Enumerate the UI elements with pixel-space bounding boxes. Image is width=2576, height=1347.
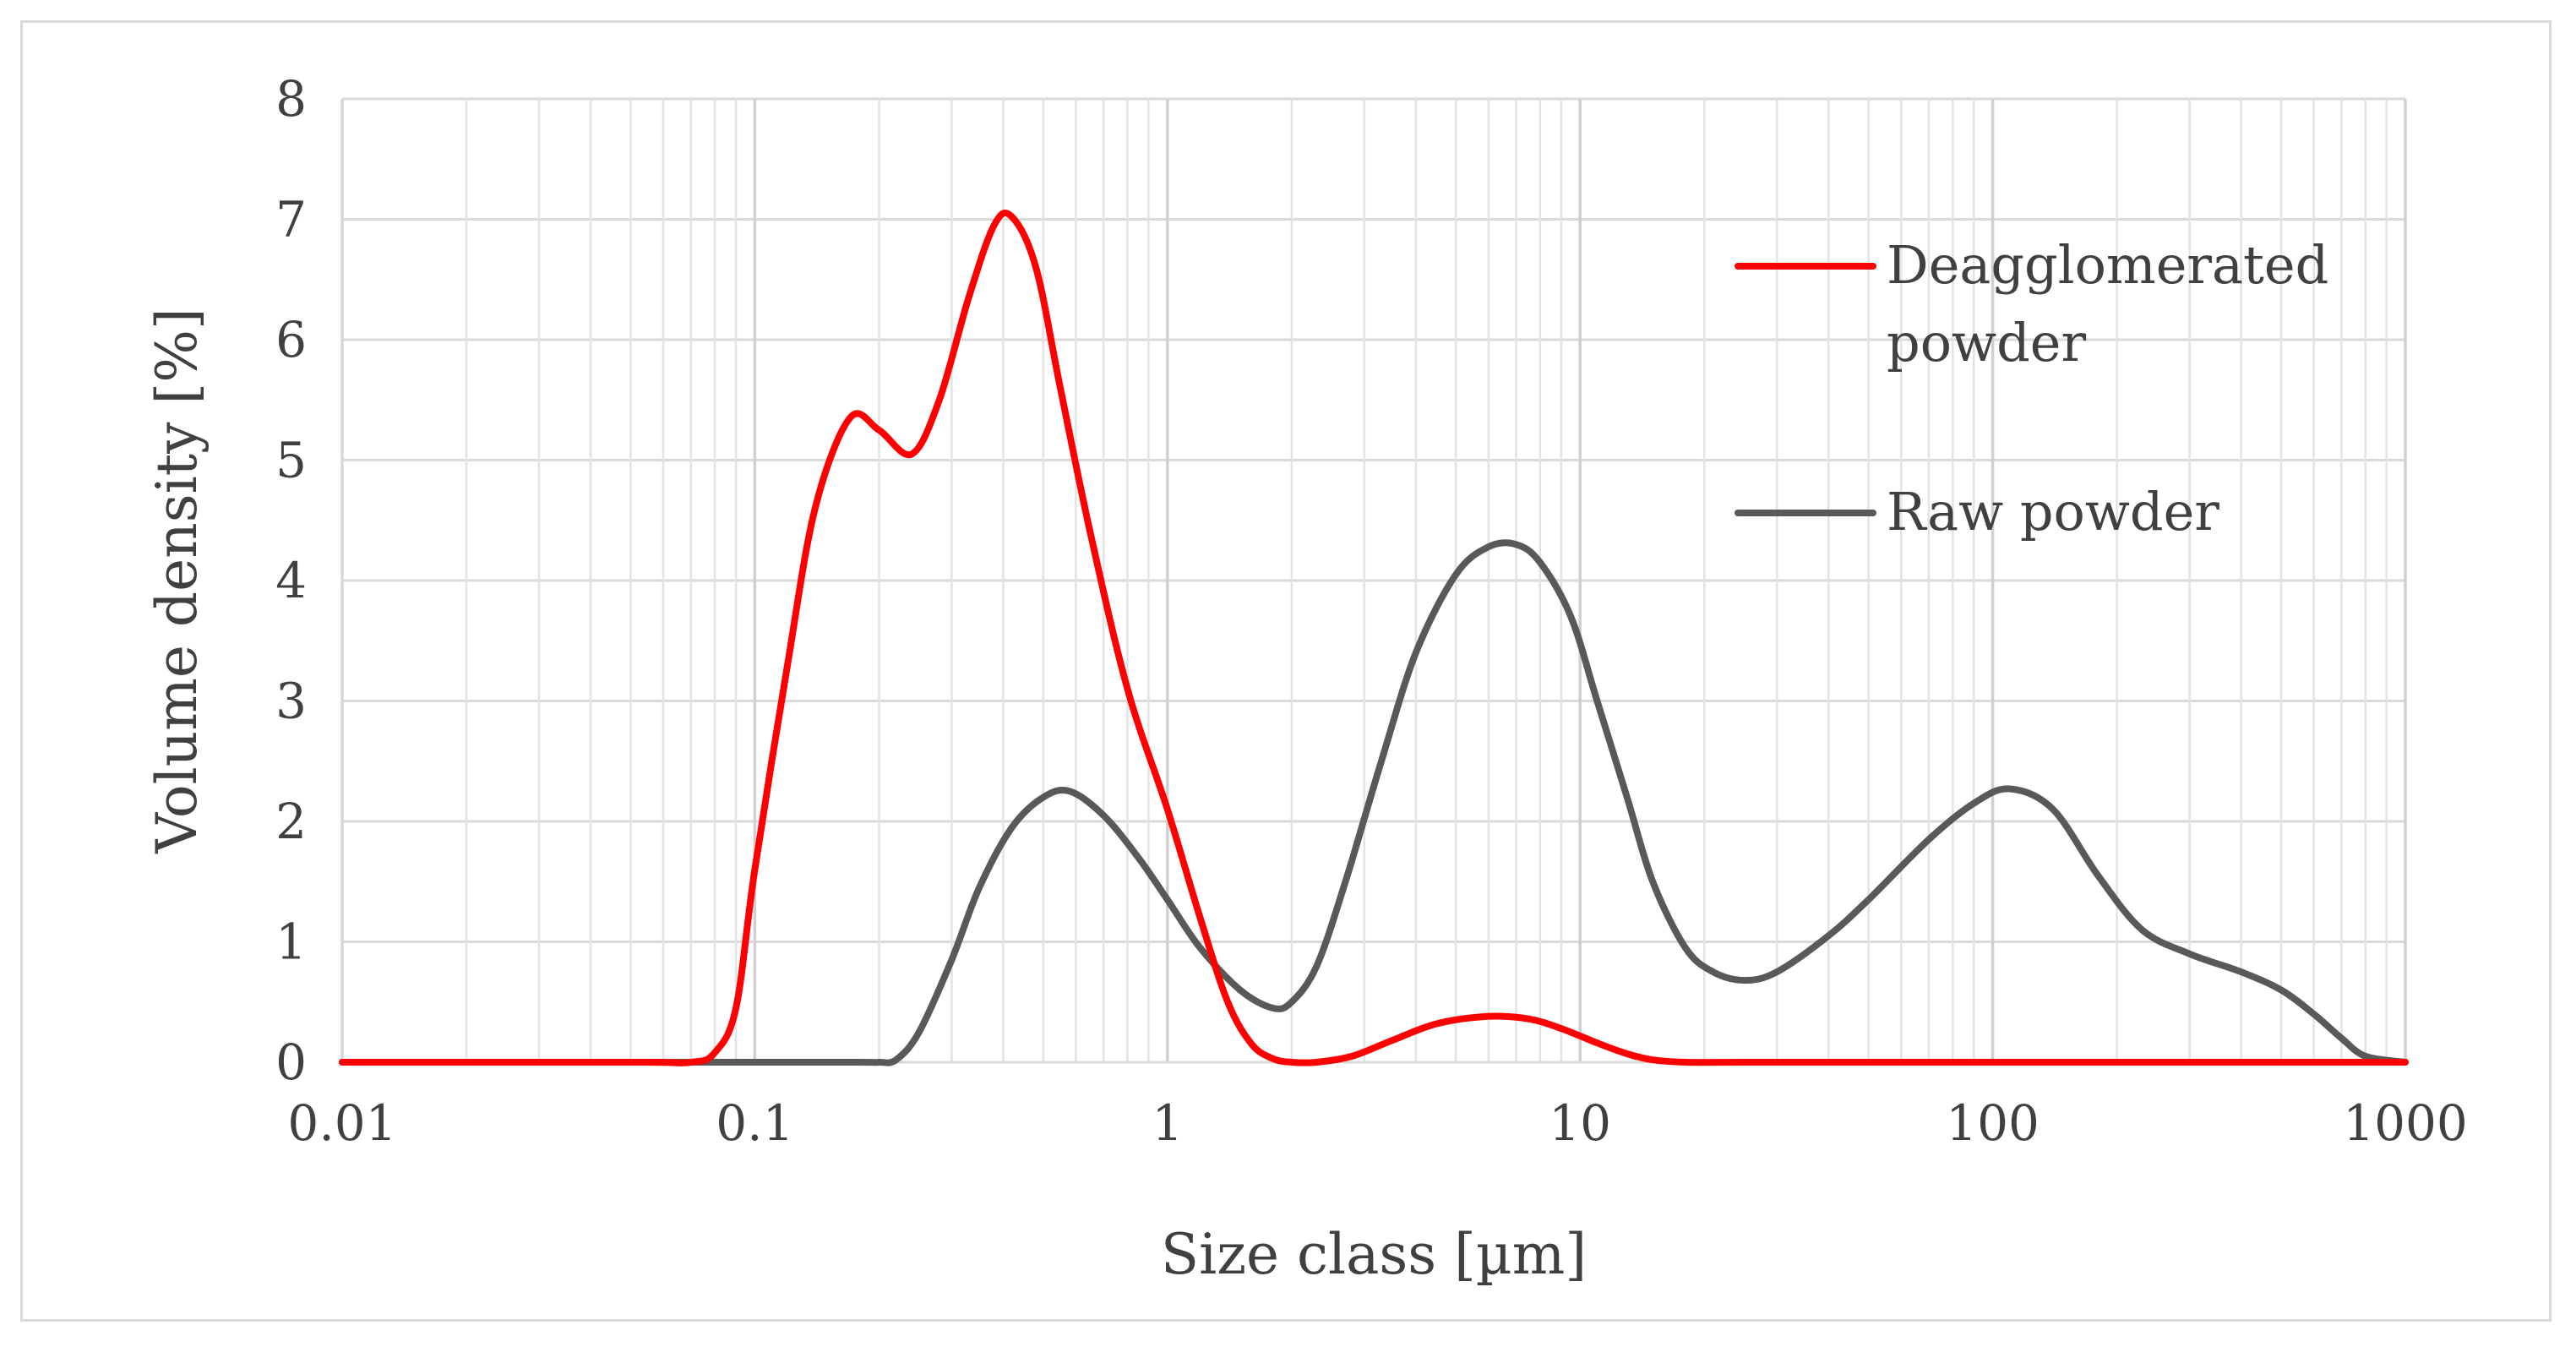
legend: Deagglomerated powder Raw powder [1735, 234, 2328, 543]
legend-label-line: Deagglomerated [1887, 234, 2328, 296]
series-line-raw-powder [339, 539, 2409, 1066]
x-tick-label: 0.01 [287, 1094, 396, 1152]
y-axis-title: Volume density [%] [144, 308, 210, 853]
series-layer [339, 210, 2409, 1066]
series-line-deagglomerated-powder [339, 210, 2409, 1066]
x-tick-label: 10 [1549, 1094, 1611, 1152]
y-tick-label: 4 [275, 552, 307, 609]
y-tick-labels: 0 1 2 3 4 5 6 7 8 [275, 70, 307, 1091]
y-tick-label: 6 [275, 311, 307, 368]
y-tick-label: 8 [275, 70, 307, 128]
x-tick-label: 1 [1152, 1094, 1183, 1152]
legend-label-raw-powder: Raw powder [1887, 481, 2219, 543]
y-tick-label: 3 [275, 673, 307, 730]
y-tick-label: 2 [275, 793, 307, 850]
y-tick-label: 0 [275, 1033, 307, 1091]
chart-frame: 0 1 2 3 4 5 6 7 8 0.01 0.1 1 10 100 1000 Size class [… [20, 20, 2551, 1322]
legend-label-line: powder [1887, 312, 2086, 374]
chart-svg: 0 1 2 3 4 5 6 7 8 0.01 0.1 1 10 100 1000 Size class [… [144, 70, 2468, 1287]
x-axis-title: Size class [µm] [1161, 1222, 1587, 1287]
legend-label-deagglomerated-powder: Deagglomerated powder [1887, 234, 2328, 374]
x-tick-label: 100 [1946, 1094, 2040, 1152]
x-tick-label: 0.1 [716, 1094, 793, 1152]
x-tick-labels: 0.01 0.1 1 10 100 1000 [287, 1094, 2467, 1152]
y-tick-label: 5 [275, 432, 307, 489]
y-tick-label: 1 [275, 913, 307, 971]
y-tick-label: 7 [275, 191, 307, 248]
x-tick-label: 1000 [2343, 1094, 2468, 1152]
